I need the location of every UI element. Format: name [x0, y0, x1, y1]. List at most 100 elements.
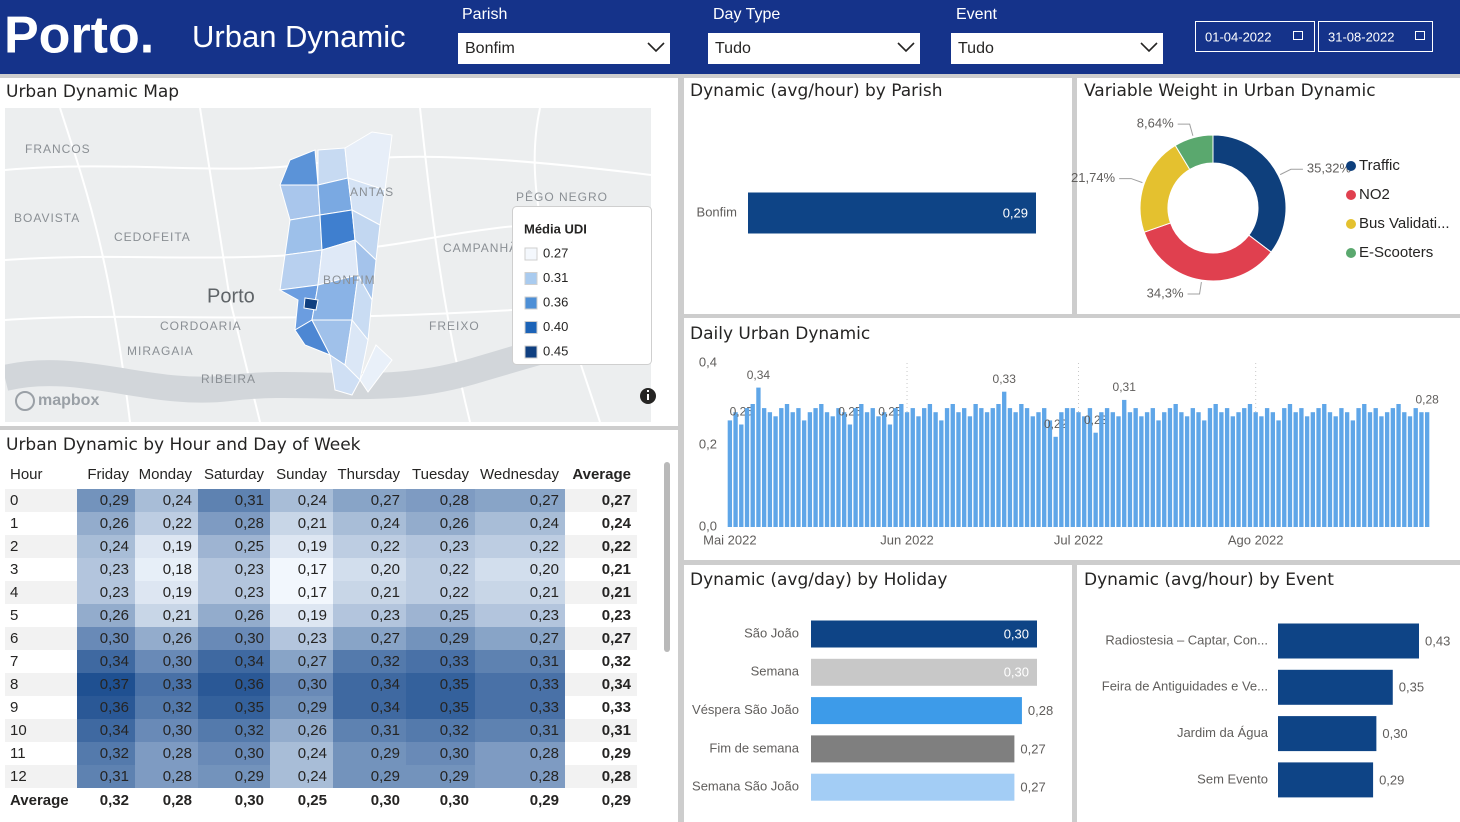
bar [876, 416, 881, 527]
category-label: Véspera São João [692, 702, 799, 717]
date-end: 31-08-2022 [1328, 29, 1395, 44]
bar [887, 424, 893, 527]
bar [1287, 404, 1293, 527]
table-cell: 0,29 [406, 627, 475, 650]
table-cell: 0,22 [406, 558, 475, 581]
legend-label: E-Scooters [1359, 244, 1433, 261]
filter-dropdown[interactable] [458, 33, 670, 64]
legend-swatch [524, 345, 538, 359]
calendar-icon[interactable] [1293, 31, 1303, 40]
bar [1333, 416, 1338, 527]
table-cell: 0,23 [406, 535, 475, 558]
table-cell: 0,33 [475, 673, 565, 696]
scrollbar[interactable] [664, 462, 670, 652]
bar [1230, 416, 1235, 527]
category-label: Radiostesia – Captar, Con... [1105, 632, 1268, 647]
x-tick-label: Jul 2022 [1054, 532, 1103, 547]
table-cell: 0,23 [198, 581, 270, 604]
column-header: Sunday [276, 465, 327, 483]
bar [811, 620, 1037, 648]
table-cell: 0,28 [565, 765, 637, 788]
bar [916, 416, 921, 527]
table-cell: 0,29 [529, 792, 559, 809]
table-cell: 0,35 [406, 696, 475, 719]
table-cell: 0,27 [333, 489, 406, 512]
table-cell: 0,30 [370, 792, 400, 809]
table-cell: 0,25 [198, 535, 270, 558]
x-tick-label: Jun 2022 [880, 532, 934, 547]
table-cell: 0,34 [333, 696, 406, 719]
table-cell: 0,37 [77, 673, 135, 696]
bar [1419, 412, 1424, 527]
table-cell: 0,24 [270, 489, 333, 512]
bar [767, 412, 773, 527]
date-end-box[interactable] [1318, 21, 1433, 52]
table-row: 4 0,23 0,19 0,23 0,17 0,21 0,22 0,21 0,21 [5, 581, 637, 604]
map-place: BOAVISTA [14, 211, 80, 225]
table-row: 8 0,37 0,33 0,36 0,30 0,34 0,35 0,33 0,34 [5, 673, 637, 696]
bar [1213, 404, 1218, 527]
data-label: 34,3% [1147, 285, 1184, 300]
bar [811, 697, 1022, 725]
bar [1139, 416, 1144, 527]
bar [1076, 412, 1081, 527]
table-cell: 0,29 [198, 765, 270, 788]
bar [910, 408, 915, 527]
table-cell: 0,32 [198, 719, 270, 742]
map-info-glyph [647, 390, 649, 392]
bar [1019, 404, 1024, 527]
bar [1278, 669, 1393, 705]
bar [1424, 412, 1430, 527]
filter-dropdown[interactable] [708, 33, 920, 64]
map-legend-items: 0.27 0.31 0.36 0.40 0.45 [524, 245, 568, 359]
category-label: Fim de semana [709, 740, 799, 755]
date-start-box[interactable] [1195, 21, 1315, 52]
legend-swatch [524, 272, 538, 285]
table-row: 10 0,34 0,30 0,32 0,26 0,31 0,32 0,31 0,31 [5, 719, 637, 742]
bar [1070, 408, 1075, 527]
bar [1356, 408, 1361, 527]
legend-marker [1346, 219, 1356, 229]
map-place: CORDOARIA [160, 319, 242, 333]
column-header: Saturday [203, 465, 264, 483]
y-tick-label: 0,0 [699, 518, 717, 533]
filter-dropdown[interactable] [951, 33, 1163, 64]
bar [1042, 408, 1047, 527]
calendar-icon[interactable] [1415, 31, 1425, 40]
bar [882, 412, 887, 527]
data-label: 0,28 [1028, 703, 1053, 718]
bar [1390, 408, 1396, 527]
table-cell: 0,22 [333, 535, 406, 558]
bar [1282, 408, 1287, 527]
data-label: 8,64% [1137, 116, 1174, 131]
table-cell: 0,35 [406, 673, 475, 696]
row-header: 5 [10, 607, 19, 624]
category-label: Sem Evento [1197, 771, 1268, 786]
category-label: Semana [751, 664, 800, 679]
data-label: 0,33 [993, 372, 1017, 386]
table-cell: 0,27 [270, 650, 333, 673]
table-body: 0 0,29 0,24 0,31 0,24 0,27 0,28 0,27 0,27 1 0,26 0,… [5, 489, 637, 813]
table-cell: 0,34 [565, 673, 637, 696]
table-cell: 0,29 [333, 742, 406, 765]
legend-label: 0.31 [543, 270, 568, 285]
filter-value: Tudo [958, 40, 994, 57]
bar [1150, 408, 1155, 527]
table-cell: 0,27 [333, 627, 406, 650]
table-cell: 0,32 [99, 792, 129, 809]
bar [836, 408, 841, 527]
table-cell: 0,19 [135, 581, 198, 604]
bar [1264, 408, 1270, 527]
table-cell: 0,23 [333, 604, 406, 627]
table-cell: 0,33 [601, 699, 631, 716]
table-cell: 0,29 [333, 765, 406, 788]
legend-marker [1346, 190, 1356, 200]
bar [864, 412, 870, 527]
y-tick-label: 0,2 [699, 436, 717, 451]
bar [1270, 412, 1275, 527]
bar [761, 408, 767, 527]
bar [841, 412, 847, 527]
chevron [1140, 42, 1158, 53]
panel-title: Dynamic (avg/day) by Holiday [690, 570, 947, 590]
bar [1179, 412, 1184, 527]
